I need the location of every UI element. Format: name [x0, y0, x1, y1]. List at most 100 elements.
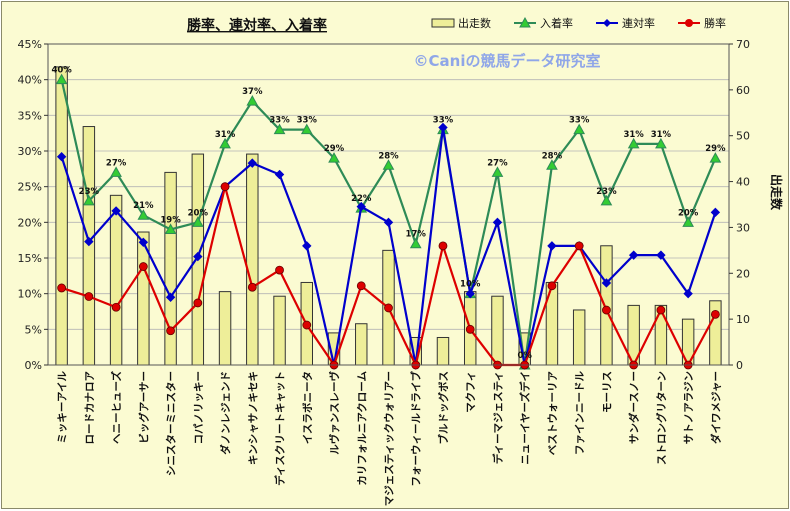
bar-ヘニーヒューズ	[109, 194, 123, 366]
x-tick-label: ロードカナロア	[84, 371, 96, 445]
point-入着率	[273, 123, 286, 135]
point-連対率	[438, 122, 448, 133]
data-label: 33%	[297, 116, 318, 126]
point-連対率	[492, 217, 503, 228]
point-勝率	[138, 262, 148, 271]
left-tick-label: 35%	[18, 109, 42, 122]
legend-item-連対率: 連対率	[596, 16, 655, 30]
bar-ディーマジェスティ	[491, 295, 504, 366]
x-tick-label: フォーウィールドライブ	[410, 371, 423, 487]
data-label: 17%	[406, 230, 427, 240]
data-label: 28%	[378, 151, 399, 161]
point-勝率	[84, 292, 94, 301]
x-tick-label: ヘニーヒューズ	[110, 371, 123, 444]
legend-marker	[685, 19, 693, 27]
x-tick-label: ニューイヤーズデイ	[519, 371, 532, 465]
point-勝率	[275, 265, 284, 275]
point-連対率	[683, 288, 693, 299]
left-tick-label: 20%	[18, 216, 42, 229]
right-axis-label: 出走数	[769, 174, 784, 211]
point-入着率	[709, 152, 722, 163]
data-label: 29%	[324, 144, 345, 154]
point-連対率	[465, 288, 475, 299]
data-label: 23%	[79, 187, 100, 197]
point-連対率	[56, 151, 67, 162]
point-入着率	[600, 194, 613, 206]
left-tick-label: 45%	[18, 38, 42, 51]
point-入着率	[300, 123, 313, 135]
x-tick-label: ファインニードル	[574, 371, 586, 455]
watermark-text: ©Caniの競馬データ研究室	[414, 52, 601, 70]
point-勝率	[111, 302, 121, 312]
point-連対率	[274, 169, 285, 180]
x-tick-label: ビッグアーサー	[137, 371, 150, 444]
point-入着率	[682, 216, 694, 227]
right-tick-label: 40	[736, 176, 750, 189]
point-入着率	[219, 137, 231, 149]
point-入着率	[110, 166, 122, 177]
data-label: 37%	[242, 87, 263, 97]
legend-item-出走数: 出走数	[431, 16, 491, 30]
right-tick-label: 0	[736, 359, 743, 372]
point-入着率	[409, 237, 422, 249]
right-tick-label: 10	[736, 313, 750, 326]
data-label: 27%	[106, 158, 127, 168]
data-label: 22%	[351, 194, 372, 204]
point-連対率	[84, 236, 94, 247]
x-tick-label: ブルドッグボス	[437, 371, 450, 445]
legend-label: 出走数	[458, 16, 491, 30]
point-入着率	[137, 209, 150, 220]
bar-ディスクリートキャット	[273, 295, 286, 366]
left-tick-label: 25%	[18, 181, 42, 194]
data-label: 19%	[160, 215, 181, 225]
legend-label: 入着率	[540, 16, 573, 30]
left-tick-label: 10%	[18, 288, 42, 301]
x-tick-label: コパノリッキー	[193, 371, 205, 445]
data-labels: 40% 23% 27% 21% 19% 20% 31% 37% 33% 33% 29% 22% 28% 1…	[51, 66, 726, 361]
point-勝率	[465, 324, 475, 334]
bar-series-出走数	[55, 66, 722, 366]
data-label: 33%	[269, 116, 290, 126]
x-tick-label: ダノンレジェンド	[219, 371, 232, 455]
axes: 0% 5% 10% 15% 20% 25% 30% 35% 40% 45% 0 10 20 30 40 50 6…	[18, 38, 750, 506]
x-tick-label: キンシャサノキセキ	[247, 371, 259, 465]
point-勝率	[574, 241, 584, 251]
point-勝率	[656, 305, 666, 315]
point-連対率	[628, 250, 639, 260]
x-tick-label: ベストウォーリア	[547, 371, 559, 456]
data-label: 10%	[460, 280, 481, 290]
point-勝率	[710, 309, 720, 319]
left-tick-label: 15%	[18, 252, 42, 265]
bar-カリフォルニアクローム	[355, 323, 368, 366]
x-tick-label: ストロングリターン	[655, 371, 668, 465]
point-連対率	[547, 241, 557, 251]
point-連対率	[601, 278, 612, 288]
x-tick-label: ルヴァンスレーヴ	[328, 371, 341, 455]
x-tick-label: サンダースノー	[628, 371, 641, 444]
bar-ダノンレジェンド	[218, 291, 232, 366]
point-連対率	[247, 158, 258, 168]
point-入着率	[328, 152, 340, 163]
x-tick-label: モーリス	[601, 371, 613, 413]
line-series-group	[55, 73, 722, 370]
data-label: 21%	[133, 201, 154, 211]
x-tick-label: ディーマジェスティ	[491, 371, 504, 464]
point-入着率	[573, 123, 586, 135]
right-tick-label: 70	[736, 38, 750, 51]
data-label: 33%	[569, 116, 590, 126]
point-入着率	[55, 73, 68, 85]
point-連対率	[193, 251, 203, 262]
line-series-入着率	[55, 73, 722, 370]
point-連対率	[111, 206, 121, 216]
chart-title: 勝率、連対率、入着率	[187, 17, 327, 34]
bar-ブルドッグボス	[436, 336, 450, 366]
x-tick-label: シニスターミニスター	[166, 371, 178, 476]
right-tick-label: 20	[736, 267, 750, 280]
data-label: 27%	[487, 158, 508, 168]
x-tick-label: ディスクリートキャット	[274, 371, 287, 486]
x-tick-label: マクフィ	[465, 371, 477, 413]
left-tick-label: 30%	[18, 145, 42, 158]
point-入着率	[191, 216, 204, 227]
